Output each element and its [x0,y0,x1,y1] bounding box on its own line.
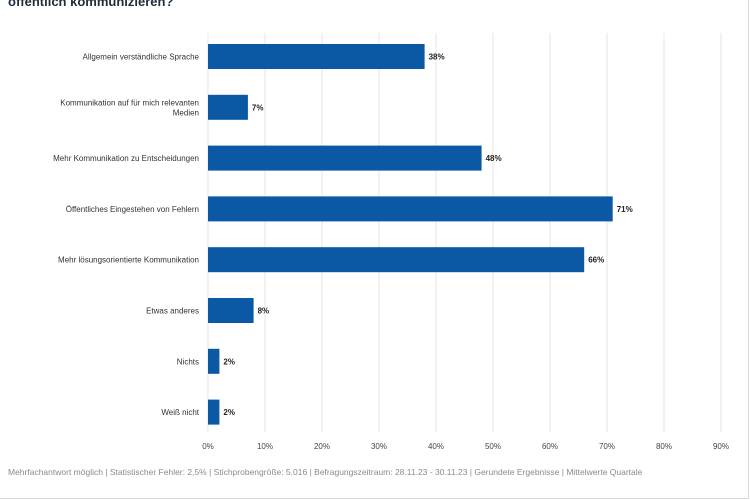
category-labels: Allgemein verständliche Sprache Kommunika… [53,53,200,418]
x-tick-label: 80% [656,442,672,451]
bar [208,298,254,323]
category-label: Mehr Kommunikation zu Entscheidungen [53,154,199,163]
x-tick-label: 0% [202,442,214,451]
bar [208,399,220,425]
value-label: 48% [486,154,502,163]
bar-chart: Allgemein verständliche Sprache Kommunika… [53,33,729,451]
bar [208,44,425,69]
category-label-line: Allgemein verständliche Sprache [82,53,199,62]
category-label: Kommunikation auf für mich relevanten Med… [60,98,199,117]
value-label: 2% [223,408,235,417]
category-label: Öffentliches Eingestehen von Fehlern [66,205,199,214]
category-label: Weiß nicht [161,408,199,417]
bar [208,145,482,171]
x-tick-label: 60% [542,442,558,451]
category-label-line: Mehr lösungsorientierte Kommunikation [58,256,199,265]
x-tick-label: 30% [371,442,387,451]
value-label: 2% [223,357,235,366]
category-label: Etwas anderes [146,307,199,316]
category-label: Allgemein verständliche Sprache [82,53,199,62]
value-label: 66% [588,256,604,265]
category-label: Nichts [177,357,199,366]
category-label-line: Öffentliches Eingestehen von Fehlern [66,205,199,214]
bar [208,348,220,374]
x-tick-label: 50% [485,442,501,451]
x-axis-ticks: 0% 10% 20% 30% 40% 50% 60% 70% 80% 90% [202,442,729,451]
bars [208,44,613,425]
category-label-line: Weiß nicht [161,408,199,417]
bar [208,196,613,222]
bar [208,94,248,120]
category-label-line: Nichts [177,357,199,366]
value-label: 7% [252,103,264,112]
x-tick-label: 20% [314,442,330,451]
footnote: Mehrfachantwort möglich | Statistischer … [8,467,643,477]
x-tick-label: 90% [713,442,729,451]
x-tick-label: 10% [257,442,273,451]
category-label-line: Kommunikation auf für mich relevanten [60,98,199,107]
chart-title: öffentlich kommunizieren? [8,0,174,9]
value-label: 8% [258,307,270,316]
value-label: 71% [617,205,633,214]
category-label-line: Mehr Kommunikation zu Entscheidungen [53,154,199,163]
value-labels: 38% 7% 48% 71% 66% 8% 2% 2% [223,53,632,418]
gridlines [207,33,722,432]
category-label-line: Etwas anderes [146,307,199,316]
bar [208,247,585,273]
category-label-line: Medien [173,108,199,117]
value-label: 38% [429,53,445,62]
category-label: Mehr lösungsorientierte Kommunikation [58,256,199,265]
x-tick-label: 70% [599,442,615,451]
x-tick-label: 40% [428,442,444,451]
